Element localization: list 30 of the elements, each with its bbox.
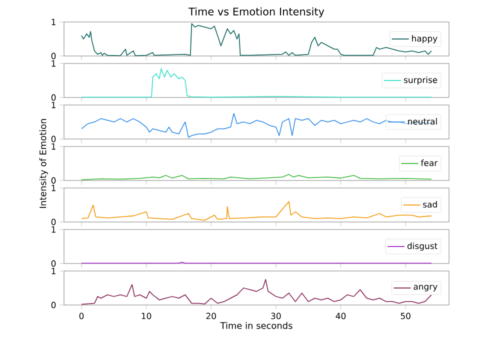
x-tick-label: 50 [400,312,410,320]
legend-label: fear [420,160,438,166]
y-tick-label: 1 [52,143,56,150]
x-tick-label: 10 [142,312,152,320]
legend-label: sad [423,201,437,208]
y-tick-label: 1 [52,268,56,274]
x-tick-label: 0 [79,312,84,320]
x-axis-title: Time in seconds [220,322,292,329]
y-tick-label: 1 [52,60,56,67]
legend-label: angry [414,284,438,292]
chart-title: Time vs Emotion Intensity [188,7,324,18]
legend-label: disgust [407,242,438,251]
x-tick-label: 20 [206,312,216,320]
y-tick-label: 0 [51,52,56,60]
legend-label: neutral [408,118,437,125]
y-tick-label: 1 [52,184,56,192]
y-tick-label: 0 [51,260,56,267]
x-tick-label: 40 [336,312,346,320]
y-axis-title: Intensity of Emotion [39,119,48,208]
y-tick-label: 1 [52,226,56,233]
y-tick-label: 1 [52,102,56,108]
y-tick-label: 1 [52,18,56,26]
x-tick-label: 30 [271,312,281,320]
y-tick-label: 0 [51,177,56,184]
y-tick-label: 0 [51,136,56,142]
y-tick-label: 0 [51,218,56,226]
legend-label: surprise [404,76,438,85]
y-tick-label: 0 [51,94,56,101]
y-tick-label: 0 [51,302,56,308]
legend-label: happy [412,35,438,44]
